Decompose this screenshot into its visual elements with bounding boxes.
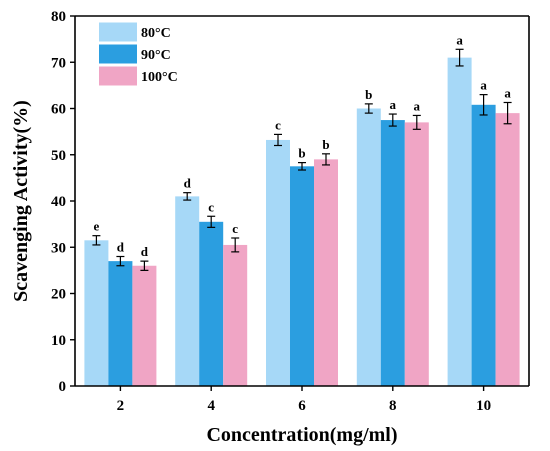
error-bars-layer xyxy=(92,48,512,271)
significance-label: c xyxy=(232,221,238,236)
significance-labels-layer: e d d d c c c b b b a a a a a xyxy=(94,32,512,259)
y-axis-title: Scavenging Activity(%) xyxy=(10,100,32,302)
legend-swatch xyxy=(99,44,137,64)
significance-label: d xyxy=(141,244,149,259)
y-tick-label: 80 xyxy=(51,9,66,25)
legend-swatch xyxy=(99,22,137,42)
significance-label: a xyxy=(414,98,421,113)
bar-80CC-6 xyxy=(266,139,290,386)
y-tick-label: 50 xyxy=(51,148,66,164)
axes-layer: 0 10 20 30 40 50 60 70 80 2 4 6 8 10 xyxy=(51,9,530,414)
x-tick-label: 2 xyxy=(117,398,125,414)
bar-90CC-4 xyxy=(199,221,224,386)
bar-90CC-6 xyxy=(290,166,314,386)
y-tick-label: 20 xyxy=(51,287,66,303)
legend: 80°C 90°C 100°C xyxy=(99,22,178,86)
bar-100CC-10 xyxy=(495,113,520,386)
legend-label: 90°C xyxy=(141,48,171,63)
bar-100CC-2 xyxy=(132,265,157,386)
significance-label: b xyxy=(365,87,372,102)
bar-90CC-8 xyxy=(380,120,405,386)
significance-label: c xyxy=(275,117,281,132)
significance-label: a xyxy=(390,97,397,112)
y-tick-label: 30 xyxy=(51,240,66,256)
significance-label: b xyxy=(322,137,329,152)
legend-label: 100°C xyxy=(141,70,178,85)
bar-80CC-4 xyxy=(175,196,200,386)
legend-swatch xyxy=(99,66,137,86)
x-tick-label: 4 xyxy=(207,398,215,414)
bar-80CC-10 xyxy=(447,57,472,386)
bar-90CC-10 xyxy=(471,104,496,387)
y-tick-label: 40 xyxy=(51,194,66,210)
significance-label: d xyxy=(184,176,192,191)
x-tick-label: 6 xyxy=(298,398,306,414)
bar-100CC-6 xyxy=(314,159,338,386)
significance-label: d xyxy=(117,240,125,255)
significance-label: a xyxy=(504,85,511,100)
significance-label: b xyxy=(298,146,305,161)
x-tick-label: 8 xyxy=(389,398,397,414)
bar-80CC-8 xyxy=(356,108,381,386)
significance-label: c xyxy=(208,199,214,214)
significance-label: a xyxy=(480,78,487,93)
bar-100CC-8 xyxy=(404,122,429,386)
legend-label: 80°C xyxy=(141,26,171,41)
bars-layer xyxy=(84,57,520,387)
y-tick-label: 60 xyxy=(51,102,66,118)
y-tick-label: 0 xyxy=(59,379,67,395)
bar-100CC-4 xyxy=(223,244,248,386)
y-tick-label: 10 xyxy=(51,333,66,349)
bar-90CC-2 xyxy=(108,261,133,386)
y-tick-label: 70 xyxy=(51,55,66,71)
x-axis-title: Concentration(mg/ml) xyxy=(206,424,397,446)
significance-label: a xyxy=(456,32,463,47)
x-tick-label: 10 xyxy=(476,398,491,414)
bar-80CC-2 xyxy=(84,240,109,386)
significance-label: e xyxy=(94,219,100,234)
